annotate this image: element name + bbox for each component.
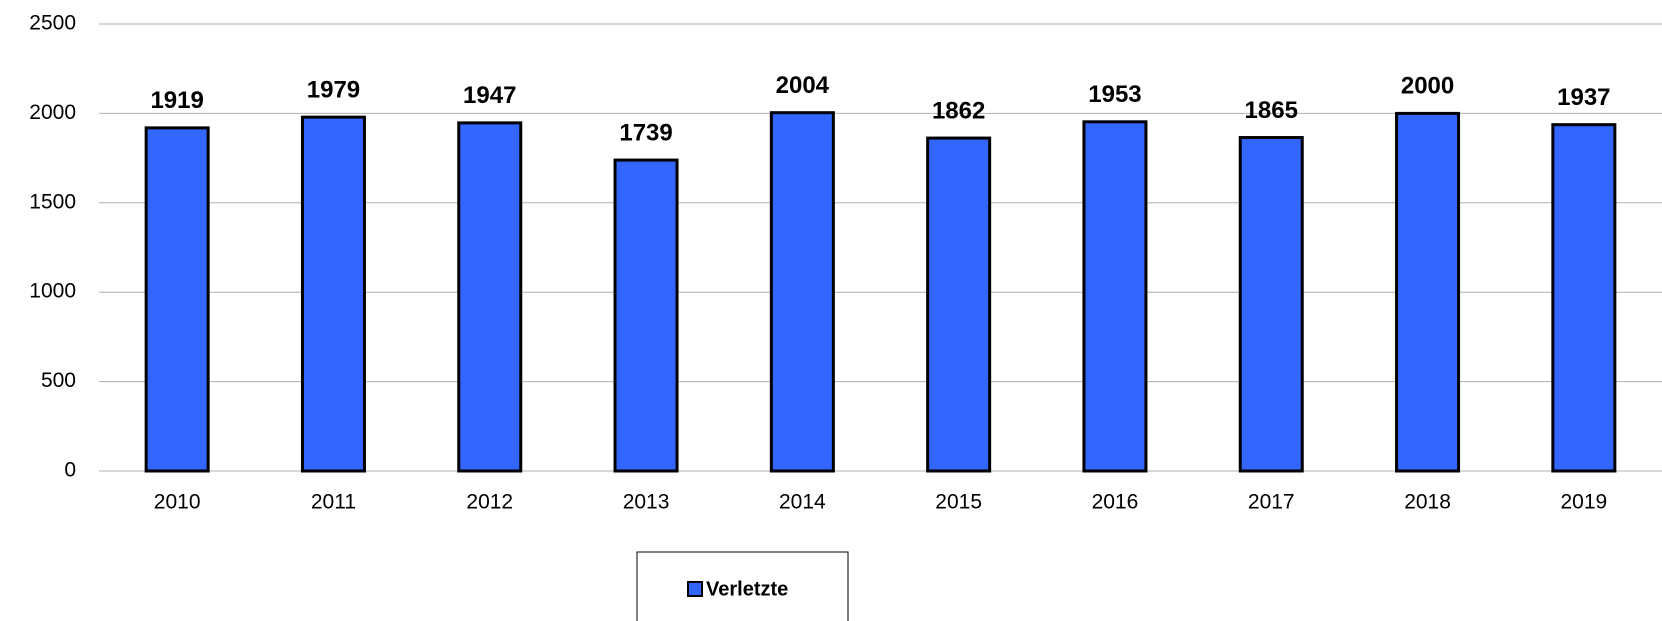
data-label: 2004 — [776, 72, 830, 99]
bar — [1238, 136, 1304, 473]
x-tick-label: 2010 — [154, 491, 201, 514]
legend-label: Verletzte — [706, 578, 788, 600]
bar — [769, 111, 835, 473]
data-label: 1947 — [463, 82, 516, 109]
data-label: 1953 — [1088, 81, 1141, 108]
data-label: 1919 — [150, 87, 203, 114]
bar — [457, 121, 523, 473]
x-tick-label: 2013 — [623, 491, 670, 514]
data-label: 1865 — [1245, 97, 1298, 124]
bar — [144, 126, 210, 473]
bar — [613, 158, 679, 473]
x-tick-label: 2011 — [311, 491, 356, 514]
x-tick-label: 2018 — [1404, 491, 1451, 514]
data-label: 1979 — [307, 76, 360, 103]
legend-swatch — [687, 581, 703, 597]
data-label: 1862 — [932, 97, 985, 124]
bar — [300, 115, 366, 473]
y-tick-label: 500 — [41, 369, 76, 392]
x-tick-label: 2012 — [466, 491, 513, 514]
x-tick-label: 2016 — [1092, 491, 1139, 514]
y-tick-label: 2000 — [29, 101, 76, 124]
bar — [1082, 120, 1148, 473]
x-tick-label: 2017 — [1248, 491, 1295, 514]
y-tick-label: 1000 — [29, 280, 76, 303]
bar — [926, 136, 992, 473]
y-tick-label: 2500 — [29, 12, 76, 35]
x-tick-label: 2019 — [1560, 491, 1607, 514]
x-tick-label: 2015 — [935, 491, 982, 514]
bar — [1395, 111, 1461, 473]
legend-box — [636, 551, 849, 621]
y-tick-label: 1500 — [29, 190, 76, 213]
data-label: 1937 — [1557, 84, 1610, 111]
data-label: 1739 — [619, 119, 672, 146]
x-tick-label: 2014 — [779, 491, 826, 514]
data-label: 2000 — [1401, 73, 1454, 100]
bar — [1551, 123, 1617, 473]
y-tick-label: 0 — [64, 459, 76, 482]
